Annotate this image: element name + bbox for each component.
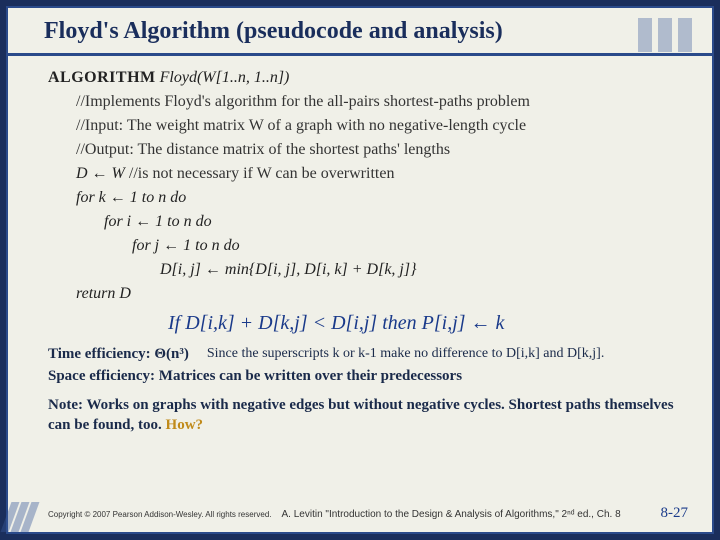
since-note: Since the superscripts k or k-1 make no …	[207, 345, 680, 365]
algo-for-k: for k ← 1 to n do	[48, 186, 680, 210]
decorative-stripes-bottom	[8, 502, 34, 532]
algorithm-block: ALGORITHM Floyd(W[1..n, 1..n]) //Impleme…	[48, 66, 680, 306]
note-how: How?	[166, 417, 204, 433]
algo-signature: Floyd(W[1..n, 1..n])	[156, 69, 290, 86]
time-eff-value: Θ(n³)	[154, 346, 189, 362]
time-eff-label: Time efficiency:	[48, 346, 154, 362]
copyright-text: Copyright © 2007 Pearson Addison-Wesley.…	[48, 510, 272, 519]
algo-for-j: for j ← 1 to n do	[48, 234, 680, 258]
algo-for-i: for i ← 1 to n do	[48, 210, 680, 234]
algo-comment-1: //Implements Floyd's algorithm for the a…	[48, 90, 680, 114]
algo-comment-2: //Input: The weight matrix W of a graph …	[48, 114, 680, 138]
attribution-text: A. Levitin "Introduction to the Design &…	[282, 509, 661, 520]
time-efficiency: Time efficiency: Θ(n³)	[48, 345, 189, 365]
blue-condition-line: If D[i,k] + D[k,j] < D[i,j] then P[i,j] …	[168, 312, 680, 335]
page-number: 8-27	[661, 505, 689, 522]
space-efficiency: Space efficiency: Matrices can be writte…	[48, 367, 680, 387]
note-text: Note: Works on graphs with negative edge…	[48, 396, 680, 435]
algo-assign: D ← W	[76, 165, 129, 182]
page-title: Floyd's Algorithm (pseudocode and analys…	[44, 18, 688, 45]
algo-keyword: ALGORITHM	[48, 69, 156, 86]
decorative-stripes-top	[638, 18, 692, 52]
algo-assign-comment: //is not necessary if W can be overwritt…	[129, 165, 395, 182]
algo-comment-3: //Output: The distance matrix of the sho…	[48, 138, 680, 162]
algo-return: return D	[48, 282, 680, 306]
note-body: Note: Works on graphs with negative edge…	[48, 397, 674, 433]
algo-inner: D[i, j] ← min{D[i, j], D[i, k] + D[k, j]…	[48, 258, 680, 282]
